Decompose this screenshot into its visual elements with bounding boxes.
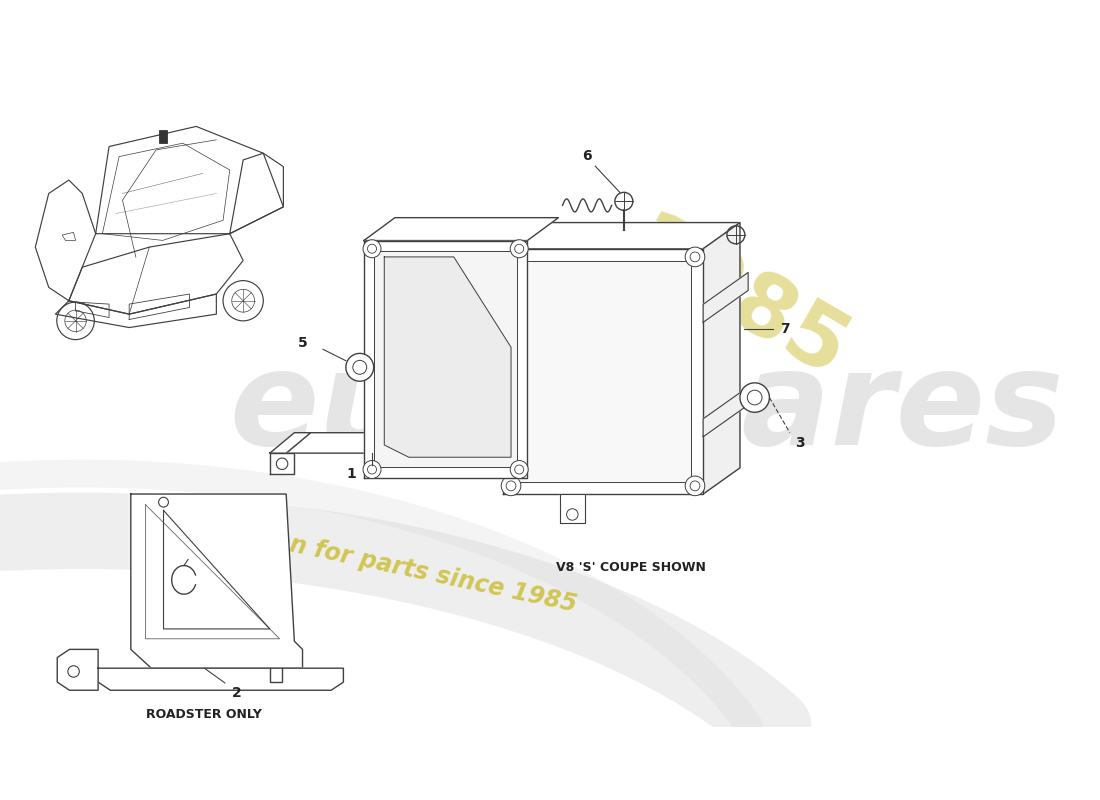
- Polygon shape: [164, 510, 270, 629]
- Polygon shape: [503, 249, 703, 494]
- Polygon shape: [560, 494, 584, 522]
- Polygon shape: [286, 433, 613, 453]
- Polygon shape: [515, 261, 691, 482]
- Polygon shape: [703, 222, 740, 494]
- Text: ROADSTER ONLY: ROADSTER ONLY: [146, 708, 262, 722]
- Polygon shape: [483, 419, 503, 437]
- Polygon shape: [270, 433, 310, 453]
- Circle shape: [510, 240, 528, 258]
- Text: eurospares: eurospares: [229, 345, 1064, 472]
- Polygon shape: [364, 241, 527, 478]
- Polygon shape: [384, 257, 512, 458]
- Polygon shape: [55, 294, 217, 327]
- Polygon shape: [230, 154, 284, 234]
- Circle shape: [345, 354, 374, 381]
- Polygon shape: [588, 453, 613, 474]
- Polygon shape: [364, 218, 559, 241]
- Polygon shape: [131, 494, 302, 668]
- Text: 3: 3: [795, 435, 804, 450]
- Circle shape: [685, 247, 705, 266]
- Polygon shape: [69, 234, 243, 314]
- Text: 1985: 1985: [612, 206, 860, 398]
- Polygon shape: [503, 222, 740, 249]
- Circle shape: [363, 240, 381, 258]
- Bar: [160, 130, 167, 143]
- Polygon shape: [57, 650, 98, 690]
- Polygon shape: [588, 433, 613, 453]
- Circle shape: [740, 383, 769, 412]
- Text: a passion for parts since 1985: a passion for parts since 1985: [180, 510, 579, 617]
- Polygon shape: [703, 387, 748, 437]
- Polygon shape: [703, 273, 748, 322]
- Polygon shape: [270, 453, 295, 474]
- Polygon shape: [96, 126, 284, 234]
- Text: V8 'S' COUPE SHOWN: V8 'S' COUPE SHOWN: [556, 561, 706, 574]
- Circle shape: [502, 476, 520, 496]
- Text: 6: 6: [582, 150, 592, 163]
- Polygon shape: [483, 304, 503, 322]
- Polygon shape: [374, 251, 517, 467]
- Text: 7: 7: [780, 322, 790, 336]
- Circle shape: [363, 461, 381, 478]
- Circle shape: [502, 247, 520, 266]
- Text: 1: 1: [346, 466, 356, 481]
- Polygon shape: [35, 180, 96, 301]
- Text: 5: 5: [298, 336, 307, 350]
- Circle shape: [510, 461, 528, 478]
- Circle shape: [685, 476, 705, 496]
- Polygon shape: [98, 668, 343, 690]
- Text: 2: 2: [232, 686, 242, 700]
